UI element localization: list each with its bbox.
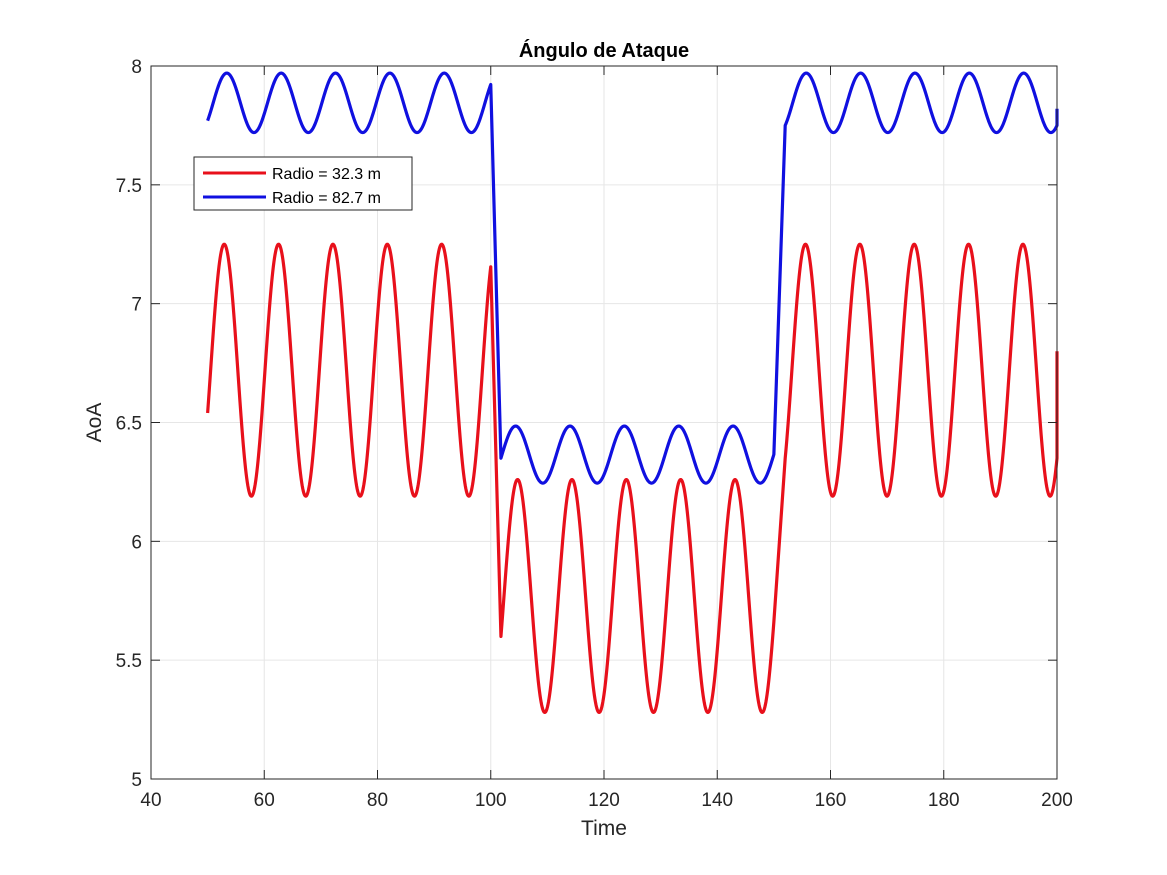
- x-tick-label: 80: [367, 790, 388, 811]
- y-axis-title: AoA: [83, 403, 106, 443]
- series-line-1: [206, 71, 1059, 485]
- y-tick-label: 6.5: [116, 414, 142, 435]
- y-tick-label: 7: [131, 295, 142, 316]
- axis-ticks: 40 60 80 100 120 140 160 180 200 5 5.5 6 6.5 7 7.5 8: [116, 57, 1073, 811]
- y-tick-label: 8: [131, 57, 142, 78]
- legend-label-radio-32: Radio = 32.3 m: [272, 166, 381, 183]
- x-tick-label: 200: [1041, 790, 1073, 811]
- y-tick-label: 7.5: [116, 176, 142, 197]
- x-axis-title: Time: [581, 817, 627, 840]
- legend-label-radio-82: Radio = 82.7 m: [272, 190, 381, 207]
- chart-title: Ángulo de Ataque: [519, 39, 689, 62]
- x-tick-label: 60: [254, 790, 275, 811]
- x-tick-label: 120: [588, 790, 620, 811]
- x-tick-label: 160: [815, 790, 847, 811]
- legend: Radio = 32.3 m Radio = 82.7 m: [193, 156, 413, 211]
- legend-box: [193, 156, 413, 211]
- y-tick-label: 5: [131, 770, 142, 791]
- y-tick-label: 6: [131, 532, 142, 553]
- x-tick-label: 140: [701, 790, 733, 811]
- series-layer: [206, 71, 1059, 715]
- y-tick-label: 5.5: [116, 651, 142, 672]
- x-tick-label: 100: [475, 790, 507, 811]
- series-line-0: [206, 242, 1059, 715]
- x-tick-label: 180: [928, 790, 960, 811]
- x-tick-label: 40: [140, 790, 161, 811]
